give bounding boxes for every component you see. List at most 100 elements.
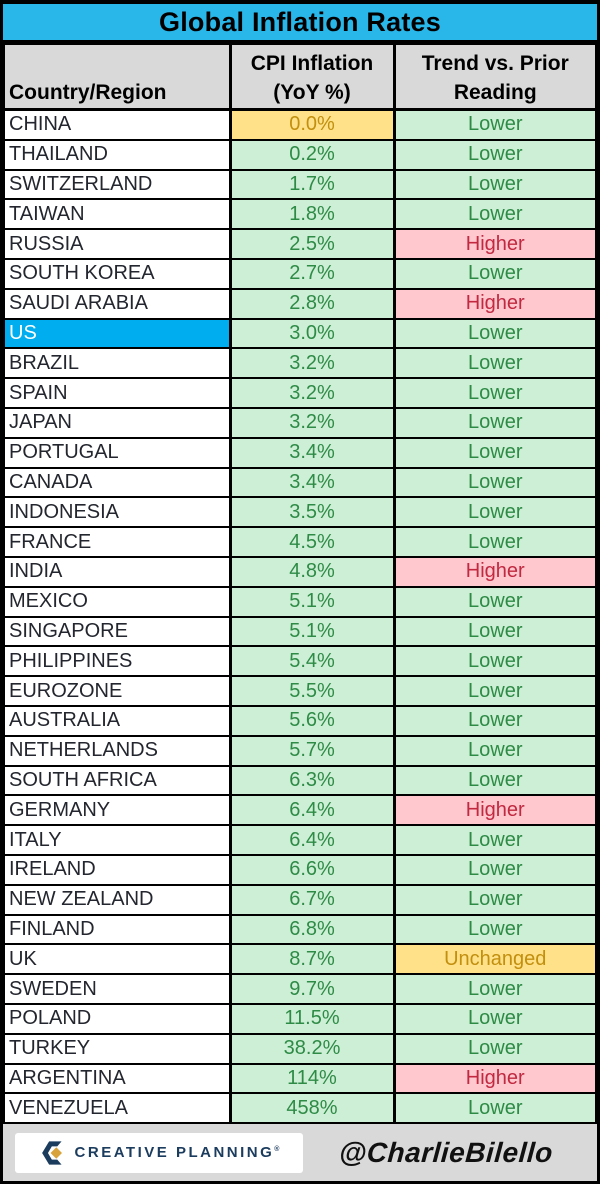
creative-planning-c-icon (41, 1140, 62, 1165)
cpi-value-cell: 458% (228, 1092, 395, 1125)
trend-cell: Lower (392, 347, 597, 380)
table-row: RUSSIA 2.5% Higher (3, 228, 597, 260)
country-cell: BRAZIL (3, 347, 231, 380)
country-cell: CANADA (3, 466, 231, 499)
trend-cell: Lower (392, 704, 597, 737)
trend-cell: Lower (392, 377, 597, 409)
trend-cell: Higher (392, 1062, 597, 1095)
country-cell: IRELAND (3, 853, 231, 886)
trend-cell: Lower (392, 853, 597, 886)
table-row: ARGENTINA 114% Higher (3, 1062, 597, 1095)
trend-cell: Lower (392, 973, 597, 1005)
cpi-value-cell: 5.1% (228, 615, 395, 648)
trend-cell: Higher (392, 555, 597, 588)
table-row: SAUDI ARABIA 2.8% Higher (3, 287, 597, 320)
author-handle: @CharlieBilello (338, 1136, 554, 1168)
cpi-value-cell: 3.2% (228, 347, 395, 380)
cpi-value-cell: 0.2% (228, 138, 395, 171)
trend-cell: Lower (392, 1002, 597, 1035)
cpi-value-cell: 6.7% (228, 883, 395, 916)
country-cell: SWEDEN (3, 973, 231, 1005)
cpi-value-cell: 3.2% (228, 377, 395, 409)
trend-cell: Higher (392, 228, 597, 260)
trend-cell: Unchanged (392, 943, 597, 976)
table-row: SWITZERLAND 1.7% Lower (3, 168, 597, 201)
trend-cell: Lower (392, 436, 597, 469)
creative-planning-logo: CREATIVE PLANNING® (15, 1132, 303, 1173)
country-cell: SPAIN (3, 377, 231, 409)
trend-cell: Lower (392, 108, 597, 141)
brand-text: CREATIVE PLANNING (74, 1144, 275, 1162)
country-cell: POLAND (3, 1002, 231, 1035)
trend-cell: Lower (392, 466, 597, 499)
table-row: US 3.0% Lower (3, 317, 597, 350)
table-row: SWEDEN 9.7% Lower (3, 973, 597, 1005)
cpi-value-cell: 1.8% (228, 198, 395, 231)
table-row: NEW ZEALAND 6.7% Lower (3, 883, 597, 916)
country-cell: AUSTRALIA (3, 704, 231, 737)
trend-cell: Lower (392, 615, 597, 648)
table-row: EUROZONE 5.5% Lower (3, 675, 597, 707)
country-cell: INDONESIA (3, 496, 231, 529)
brand-trademark: ® (274, 1146, 280, 1154)
header-row: Country/Region CPI Inflation (YoY %) Tre… (3, 43, 597, 111)
trend-cell: Lower (392, 1092, 597, 1125)
country-cell: PORTUGAL (3, 436, 231, 469)
trend-cell: Lower (392, 138, 597, 171)
table-row: GERMANY 6.4% Higher (3, 794, 597, 827)
country-cell: EUROZONE (3, 675, 231, 707)
country-cell: TAIWAN (3, 198, 231, 231)
cpi-value-cell: 5.4% (228, 645, 395, 678)
country-cell: NETHERLANDS (3, 734, 231, 767)
cpi-value-cell: 114% (228, 1062, 395, 1095)
table-row: VENEZUELA 458% Lower (3, 1092, 597, 1125)
trend-cell: Higher (392, 287, 597, 320)
table-row: PHILIPPINES 5.4% Lower (3, 645, 597, 678)
country-cell: ITALY (3, 824, 231, 856)
cpi-value-cell: 0.0% (228, 108, 395, 141)
table-row: MEXICO 5.1% Lower (3, 585, 597, 618)
column-header-cpi-line2: (YoY %) (273, 80, 351, 104)
cpi-value-cell: 38.2% (228, 1032, 395, 1065)
country-cell: RUSSIA (3, 228, 231, 260)
table-row: INDONESIA 3.5% Lower (3, 496, 597, 529)
trend-cell: Lower (392, 496, 597, 529)
country-cell: THAILAND (3, 138, 231, 171)
country-cell: FRANCE (3, 526, 231, 558)
table-row: TAIWAN 1.8% Lower (3, 198, 597, 231)
cpi-value-cell: 3.5% (228, 496, 395, 529)
cpi-value-cell: 6.6% (228, 853, 395, 886)
country-cell: NEW ZEALAND (3, 883, 231, 916)
country-cell: SINGAPORE (3, 615, 231, 648)
table-row: IRELAND 6.6% Lower (3, 853, 597, 886)
table-row: NETHERLANDS 5.7% Lower (3, 734, 597, 767)
cpi-value-cell: 3.0% (228, 317, 395, 350)
table-row: SOUTH KOREA 2.7% Lower (3, 257, 597, 290)
country-cell: UK (3, 943, 231, 976)
table-row: FRANCE 4.5% Lower (3, 526, 597, 558)
footer: CREATIVE PLANNING® @CharlieBilello (3, 1124, 597, 1181)
table-row: FINLAND 6.8% Lower (3, 913, 597, 946)
column-header-trend: Trend vs. Prior Reading (392, 43, 597, 111)
cpi-value-cell: 4.5% (228, 526, 395, 558)
country-cell: CHINA (3, 108, 231, 141)
table-row: UK 8.7% Unchanged (3, 943, 597, 976)
cpi-value-cell: 5.5% (228, 675, 395, 707)
table-row: TURKEY 38.2% Lower (3, 1032, 597, 1065)
country-cell: MEXICO (3, 585, 231, 618)
trend-cell: Lower (392, 198, 597, 231)
cpi-value-cell: 6.8% (228, 913, 395, 946)
table-row: THAILAND 0.2% Lower (3, 138, 597, 171)
table-row: SINGAPORE 5.1% Lower (3, 615, 597, 648)
cpi-value-cell: 4.8% (228, 555, 395, 588)
cpi-value-cell: 11.5% (228, 1002, 395, 1035)
table-row: JAPAN 3.2% Lower (3, 406, 597, 439)
creative-planning-wordmark: CREATIVE PLANNING® (75, 1144, 280, 1161)
table-row: SOUTH AFRICA 6.3% Lower (3, 764, 597, 797)
table-row: INDIA 4.8% Higher (3, 555, 597, 588)
cpi-value-cell: 1.7% (228, 168, 395, 201)
trend-cell: Lower (392, 1032, 597, 1065)
trend-cell: Lower (392, 883, 597, 916)
table-row: CHINA 0.0% Lower (3, 108, 597, 141)
